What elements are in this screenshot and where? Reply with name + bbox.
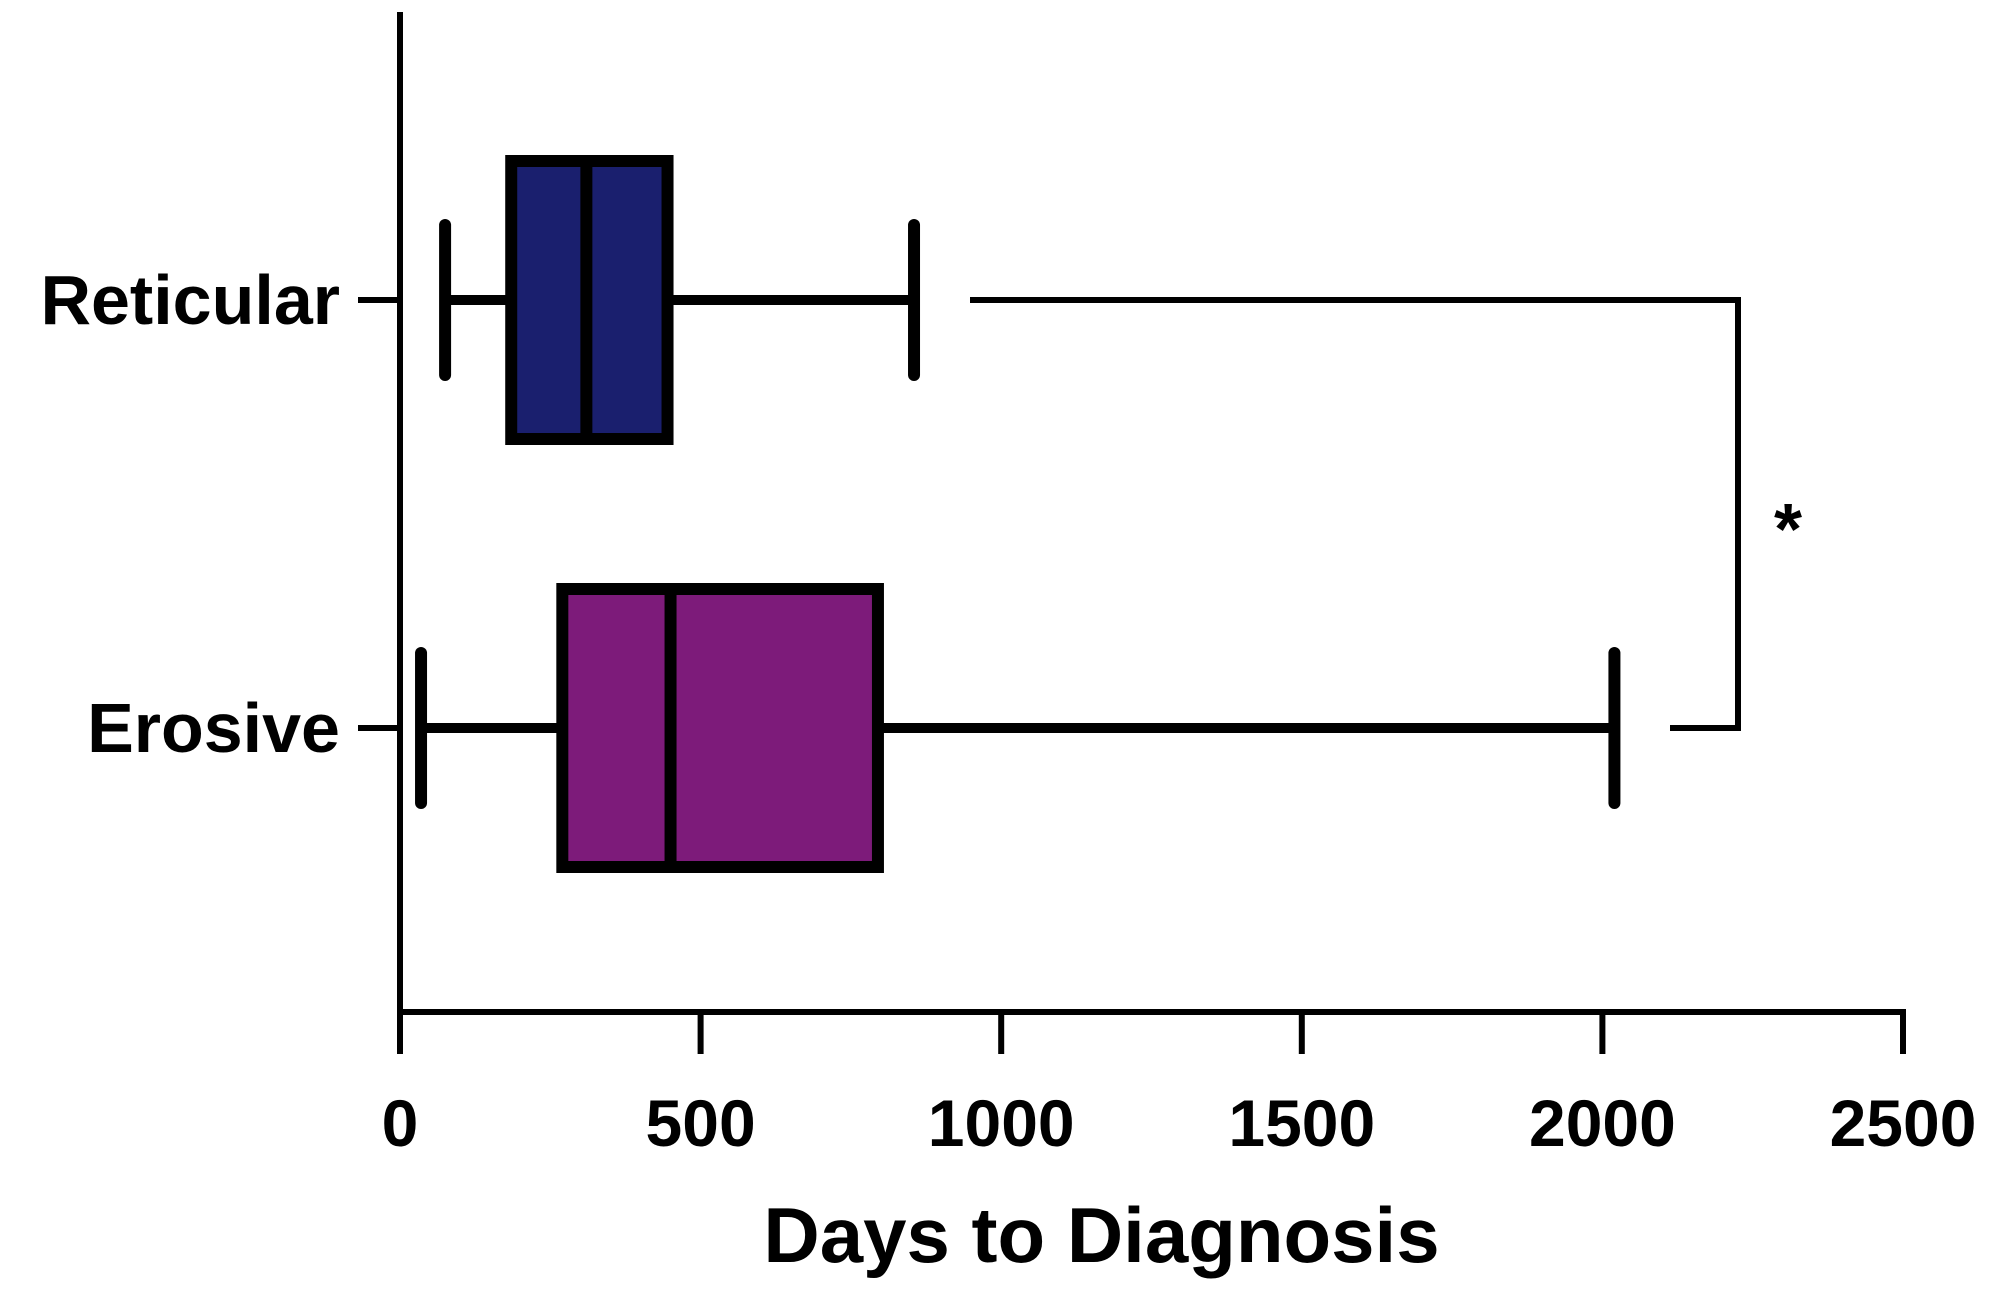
axes: 0 500 1000 1500 2000 2500 Reticular Erosive	[40, 12, 1976, 1160]
annotations: *	[970, 297, 1802, 731]
x-tick-label: 1500	[1228, 1086, 1375, 1160]
y-category-label: Erosive	[87, 689, 340, 767]
box-reticular	[439, 155, 921, 445]
y-category-label: Reticular	[40, 261, 340, 339]
x-tick-label: 500	[646, 1086, 756, 1160]
x-tick-label: 1000	[928, 1086, 1075, 1160]
box-series	[415, 155, 1621, 873]
box-erosive	[415, 583, 1621, 873]
iqr-box	[556, 583, 884, 873]
significance-marker: *	[1774, 490, 1802, 570]
x-tick-label: 0	[382, 1086, 419, 1160]
x-tick-label: 2000	[1529, 1086, 1676, 1160]
x-axis-title: Days to Diagnosis	[763, 1191, 1439, 1279]
significance-bracket	[970, 297, 1741, 731]
x-tick-label: 2500	[1830, 1086, 1977, 1160]
